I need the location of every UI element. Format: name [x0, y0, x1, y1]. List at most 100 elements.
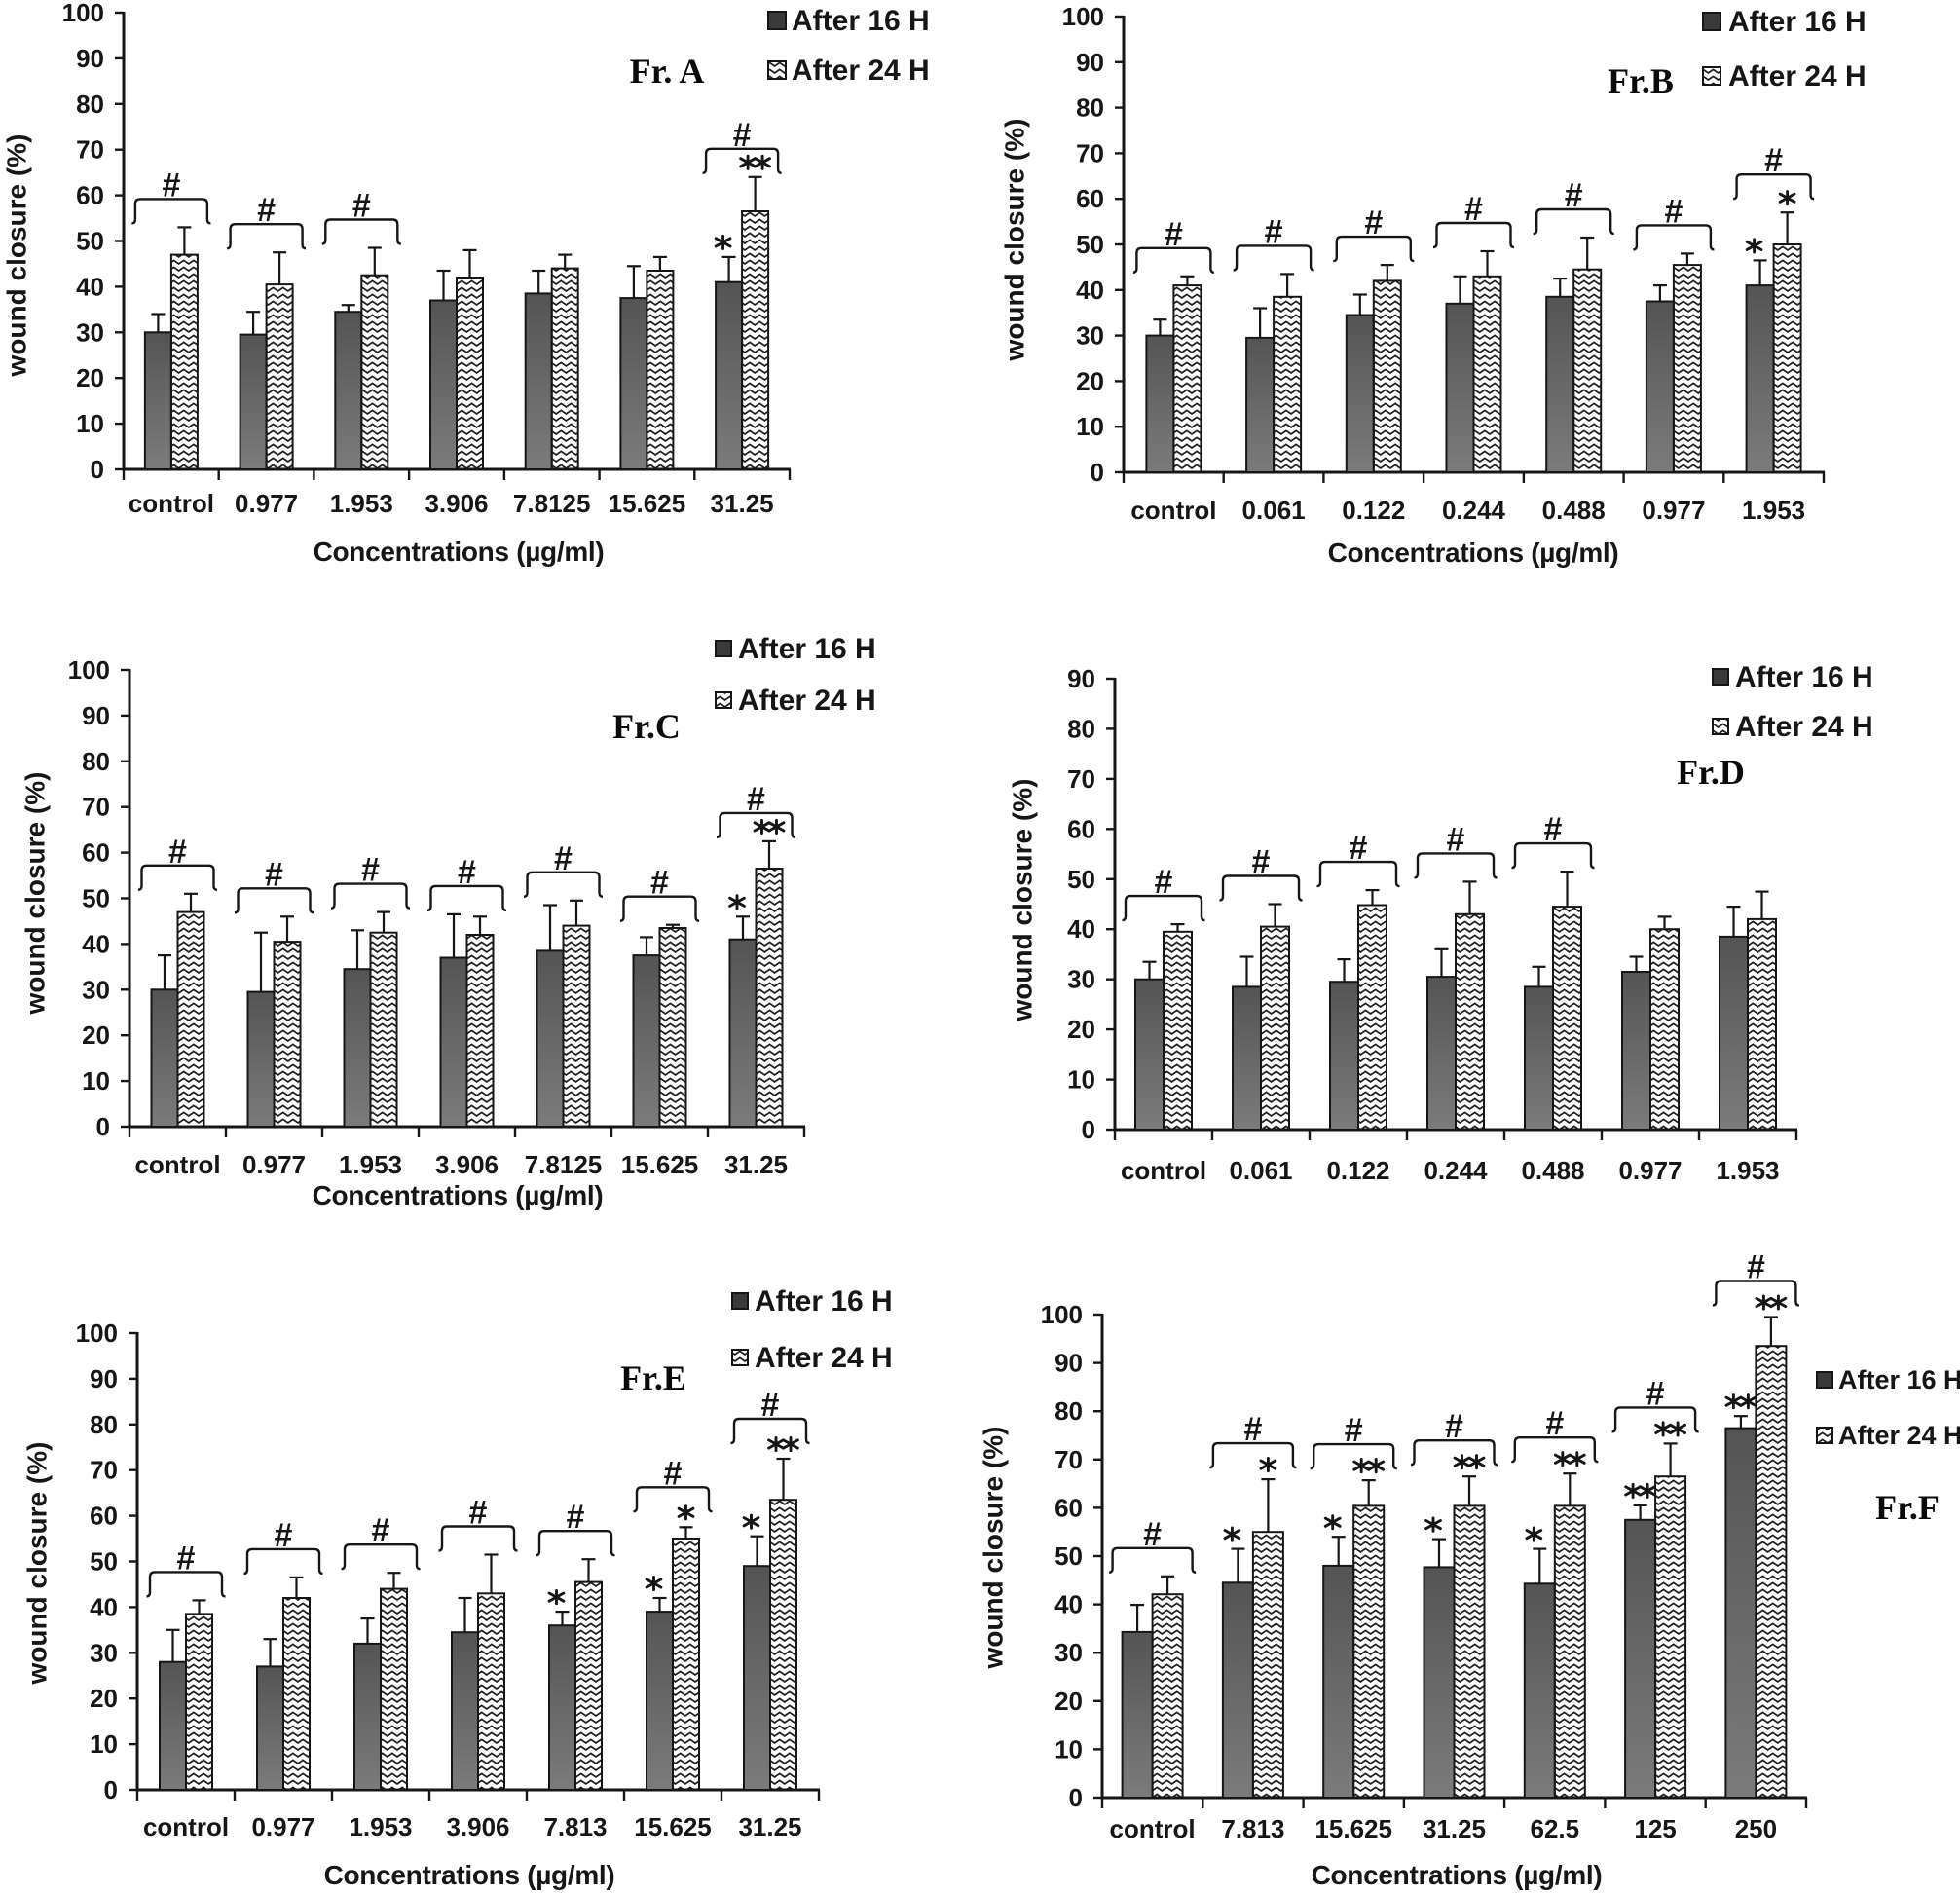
svg-text:#: #: [1265, 213, 1283, 250]
svg-text:#: #: [1143, 1516, 1162, 1553]
svg-text:80: 80: [1076, 93, 1104, 123]
svg-text:70: 70: [76, 135, 104, 165]
svg-text:20: 20: [76, 363, 104, 392]
svg-text:70: 70: [82, 793, 110, 822]
svg-text:40: 40: [82, 929, 110, 958]
svg-text:#: #: [1464, 191, 1483, 228]
svg-text:31.25: 31.25: [724, 1150, 788, 1179]
svg-text:1.953: 1.953: [349, 1812, 412, 1841]
svg-text:100: 100: [68, 655, 110, 685]
svg-text:#: #: [1664, 193, 1683, 230]
svg-text:20: 20: [1054, 1687, 1083, 1716]
svg-text:#: #: [1350, 830, 1368, 867]
svg-text:0.977: 0.977: [1642, 496, 1705, 525]
svg-text:20: 20: [82, 1021, 110, 1050]
svg-text:After 16 H: After 16 H: [792, 5, 930, 37]
svg-text:80: 80: [76, 90, 104, 119]
svg-text:70: 70: [1054, 1445, 1083, 1474]
svg-text:#: #: [352, 188, 371, 225]
svg-text:10: 10: [90, 1729, 118, 1759]
svg-text:Concentrations (µg/ml): Concentrations (µg/ml): [1312, 1860, 1603, 1890]
svg-text:Fr.F: Fr.F: [1875, 1488, 1940, 1527]
svg-text:0.061: 0.061: [1242, 496, 1306, 525]
svg-text:0: 0: [1082, 1115, 1095, 1144]
svg-text:7.8125: 7.8125: [513, 489, 591, 518]
svg-text:0.488: 0.488: [1542, 496, 1606, 525]
svg-text:#: #: [761, 1387, 780, 1424]
svg-text:40: 40: [1067, 914, 1095, 944]
svg-text:#: #: [650, 865, 669, 902]
svg-text:100: 100: [1041, 1300, 1083, 1329]
svg-text:Concentrations (µg/ml): Concentrations (µg/ml): [324, 1860, 615, 1890]
svg-text:After 24 H: After 24 H: [1735, 711, 1873, 743]
svg-text:80: 80: [1054, 1396, 1083, 1426]
svg-text:0: 0: [96, 1112, 110, 1141]
svg-text:3.906: 3.906: [446, 1812, 509, 1841]
svg-text:70: 70: [90, 1456, 118, 1485]
svg-text:10: 10: [76, 409, 104, 438]
svg-text:1.953: 1.953: [339, 1150, 402, 1179]
svg-text:#: #: [747, 781, 765, 818]
svg-text:#: #: [1447, 821, 1465, 858]
svg-text:After 16 H: After 16 H: [738, 633, 876, 665]
svg-text:30: 30: [82, 975, 110, 1004]
svg-text:3.906: 3.906: [435, 1150, 499, 1179]
svg-text:wound closure (%): wound closure (%): [20, 772, 51, 1016]
svg-text:#: #: [1345, 1412, 1363, 1449]
svg-text:Fr.E: Fr.E: [620, 1358, 686, 1397]
svg-text:0: 0: [91, 455, 104, 484]
svg-text:90: 90: [1067, 664, 1095, 693]
svg-text:#: #: [1252, 844, 1271, 881]
svg-text:3.906: 3.906: [425, 489, 488, 518]
svg-text:30: 30: [76, 317, 104, 347]
svg-text:10: 10: [1076, 412, 1104, 441]
svg-text:20: 20: [1076, 366, 1104, 395]
svg-text:#: #: [664, 1455, 683, 1492]
svg-text:30: 30: [1067, 965, 1095, 994]
svg-text:10: 10: [82, 1066, 110, 1096]
svg-text:50: 50: [90, 1547, 118, 1577]
svg-text:Fr.B: Fr.B: [1608, 61, 1674, 100]
svg-text:#: #: [275, 1517, 293, 1554]
svg-text:90: 90: [76, 44, 104, 73]
svg-text:#: #: [1243, 1411, 1262, 1448]
svg-text:After 16 H: After 16 H: [1735, 661, 1873, 693]
svg-text:30: 30: [1076, 321, 1104, 351]
svg-text:0.977: 0.977: [251, 1812, 314, 1841]
svg-text:30: 30: [90, 1638, 118, 1667]
svg-text:7.813: 7.813: [1221, 1814, 1284, 1843]
svg-text:50: 50: [1054, 1541, 1083, 1571]
svg-text:20: 20: [90, 1684, 118, 1713]
svg-text:#: #: [162, 167, 180, 204]
svg-text:30: 30: [1054, 1638, 1083, 1667]
svg-text:0.977: 0.977: [242, 1150, 306, 1179]
svg-text:40: 40: [1076, 276, 1104, 305]
svg-text:wound closure (%): wound closure (%): [979, 1427, 1009, 1670]
svg-text:wound closure (%): wound closure (%): [1000, 119, 1030, 362]
svg-text:90: 90: [90, 1364, 118, 1393]
svg-text:20: 20: [1067, 1015, 1095, 1044]
svg-text:125: 125: [1634, 1814, 1676, 1843]
svg-text:After 16 H: After 16 H: [1728, 6, 1867, 38]
svg-text:control: control: [1110, 1814, 1196, 1843]
svg-text:10: 10: [1067, 1065, 1095, 1095]
svg-text:After 24 H: After 24 H: [1728, 60, 1867, 93]
svg-text:Concentrations (µg/ml): Concentrations (µg/ml): [1328, 538, 1619, 568]
svg-text:60: 60: [1067, 814, 1095, 843]
svg-text:control: control: [1130, 496, 1216, 525]
svg-text:100: 100: [62, 0, 104, 27]
svg-text:31.25: 31.25: [711, 489, 774, 518]
svg-text:#: #: [1155, 864, 1173, 901]
svg-text:wound closure (%): wound closure (%): [22, 1442, 53, 1686]
svg-text:0: 0: [104, 1775, 118, 1804]
svg-text:70: 70: [1076, 138, 1104, 167]
svg-text:#: #: [1165, 216, 1183, 253]
svg-text:Fr.C: Fr.C: [612, 707, 681, 746]
svg-text:80: 80: [90, 1410, 118, 1439]
svg-text:50: 50: [76, 227, 104, 256]
svg-text:After 24 H: After 24 H: [792, 55, 930, 87]
svg-text:60: 60: [1076, 184, 1104, 213]
svg-text:#: #: [469, 1495, 488, 1532]
svg-text:90: 90: [82, 701, 110, 730]
svg-text:#: #: [372, 1512, 390, 1549]
